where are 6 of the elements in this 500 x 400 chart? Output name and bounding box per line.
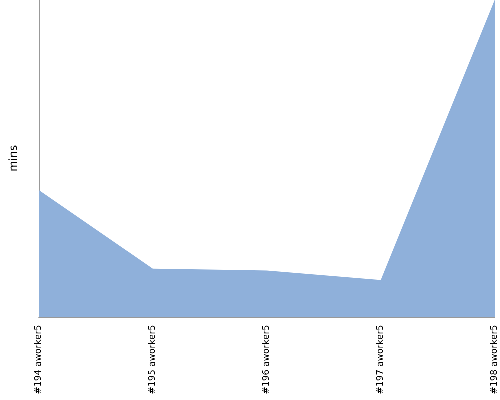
y-axis-title: mins bbox=[7, 145, 20, 172]
x-tick-label: #196 aworker5 bbox=[262, 325, 272, 395]
x-tick-label: #197 aworker5 bbox=[376, 325, 386, 395]
x-tick-label: #194 aworker5 bbox=[34, 325, 44, 395]
x-tick-label: #198 aworker5 bbox=[490, 325, 500, 395]
x-tick-label: #195 aworker5 bbox=[148, 325, 158, 395]
